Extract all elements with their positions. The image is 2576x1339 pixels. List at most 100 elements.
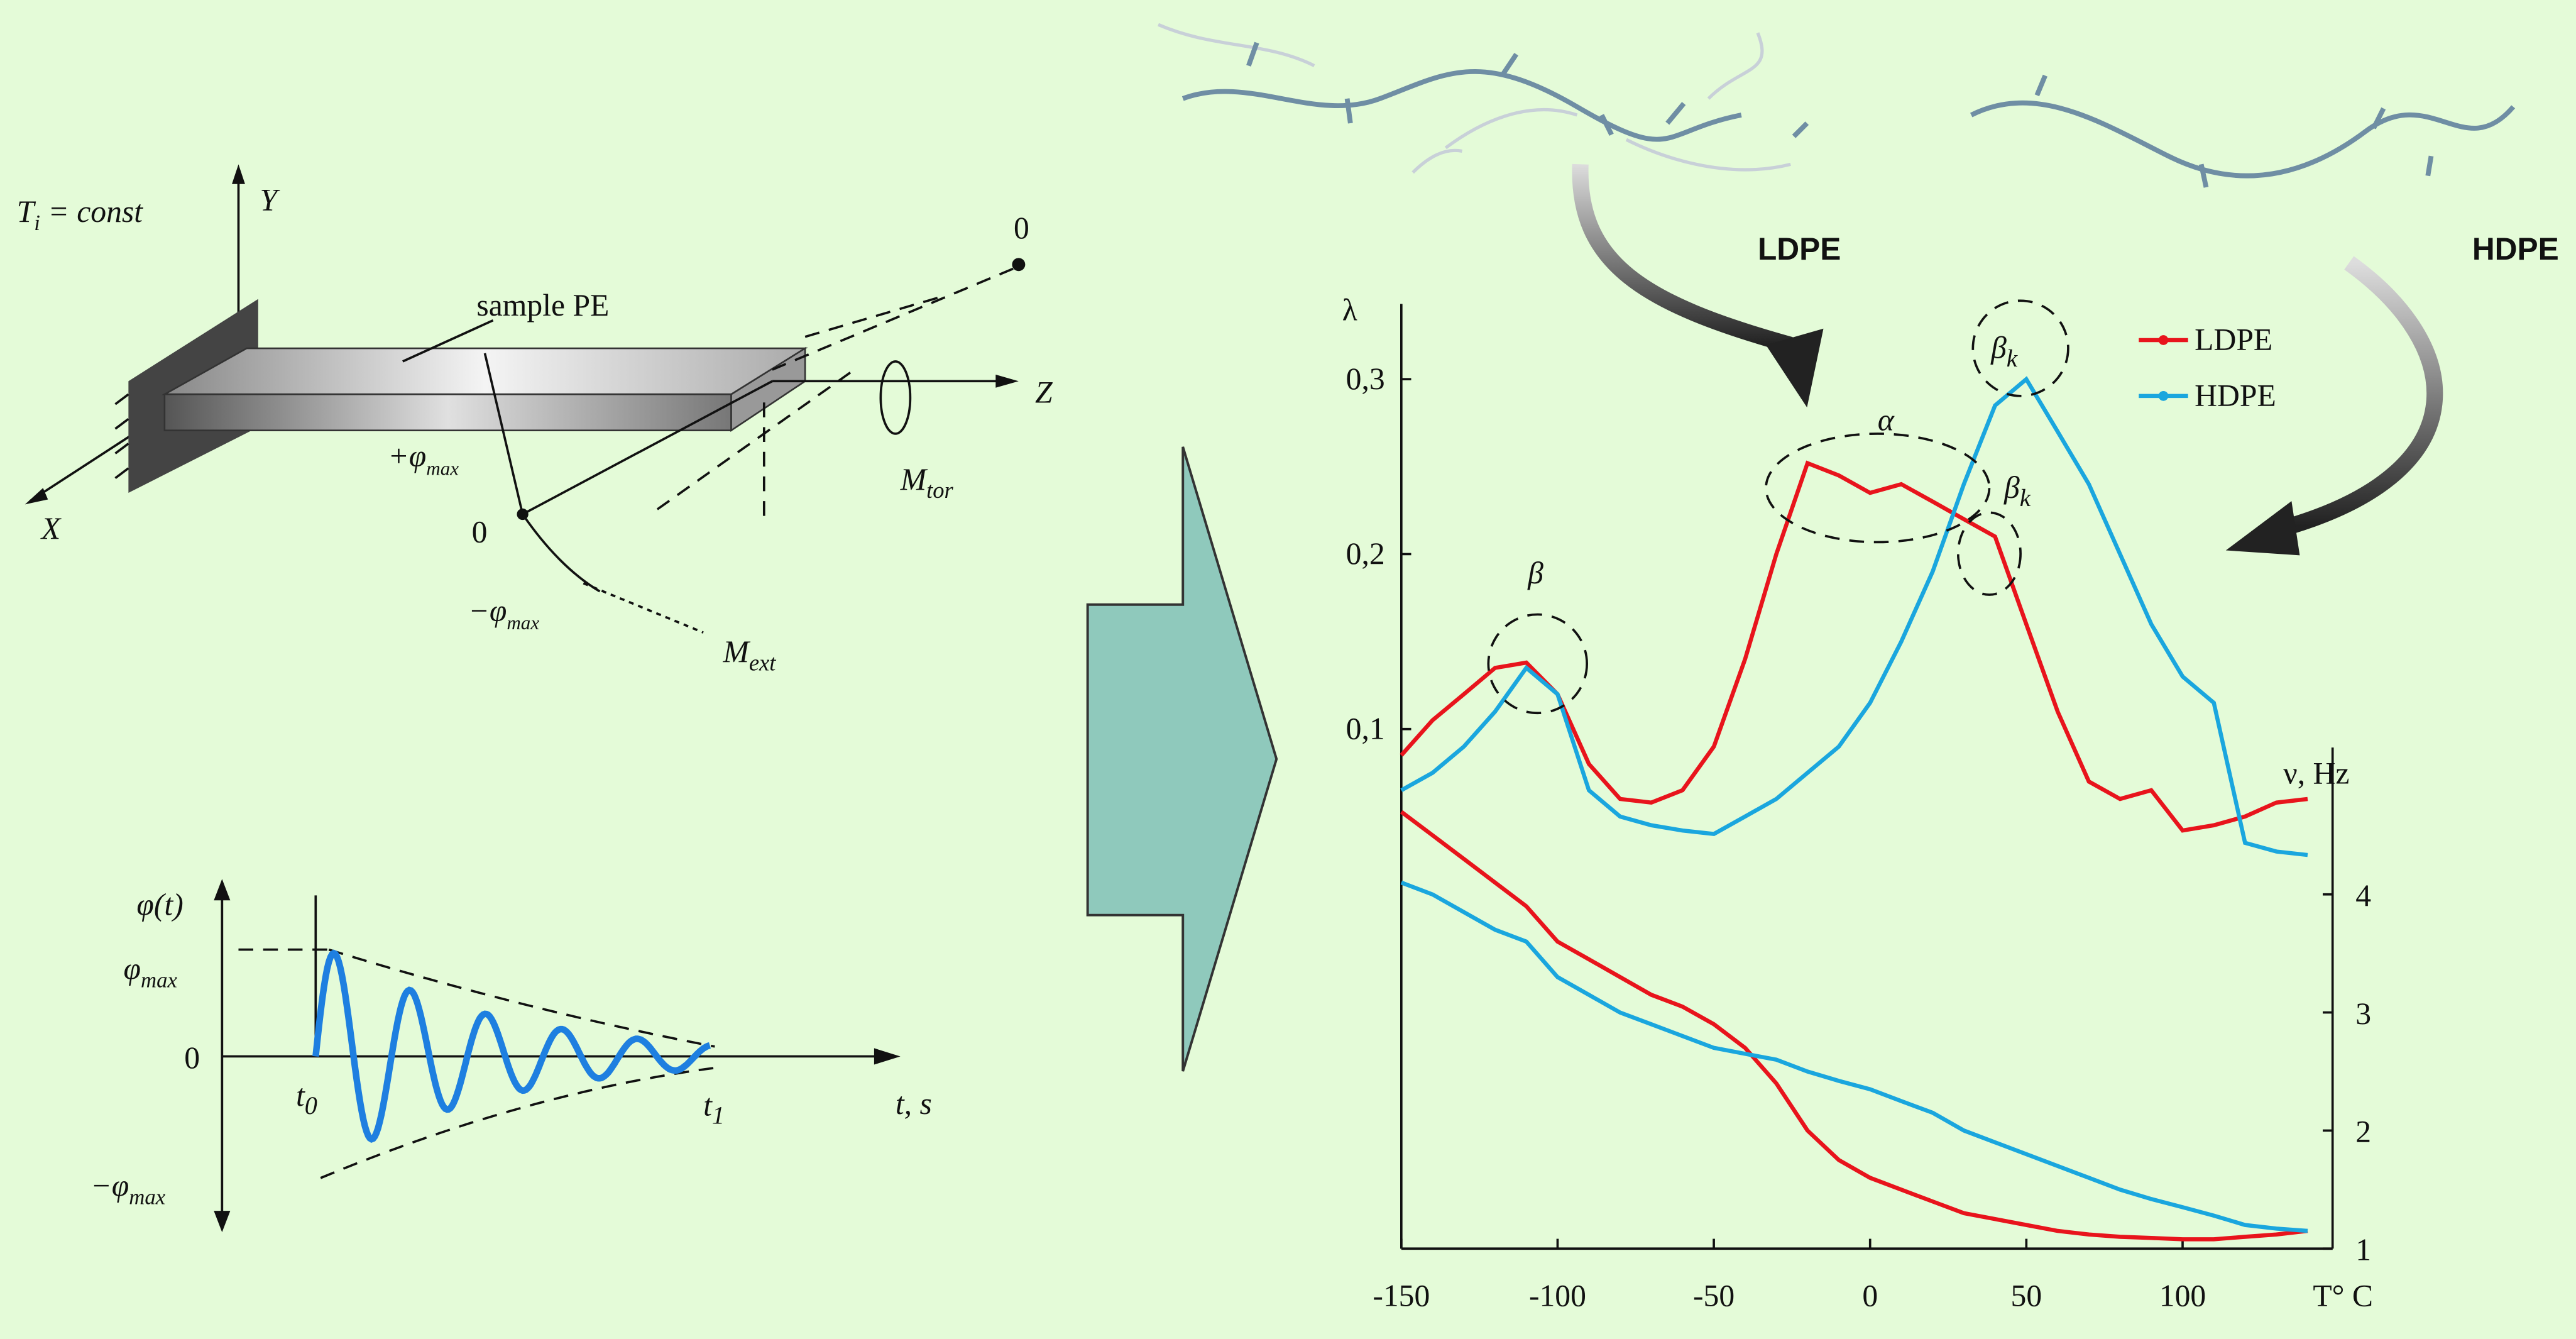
data-line xyxy=(1400,810,2308,1242)
text-sub: max xyxy=(426,457,459,479)
text-base: −φ xyxy=(468,593,507,628)
arrow-head xyxy=(232,164,245,184)
ldpe-branches xyxy=(1158,23,1791,174)
hdpe-chain xyxy=(1970,100,2516,179)
ldpe-side-groups xyxy=(1246,41,1809,138)
peak-circle xyxy=(1487,613,1588,715)
peak-label: α xyxy=(1878,403,1895,438)
x-tick-label: -150 xyxy=(1373,1279,1430,1313)
origin: 0 xyxy=(472,514,488,549)
curved-arrow xyxy=(1572,163,1793,353)
y-tick-label: 0,3 xyxy=(1346,361,1385,396)
text-base: t xyxy=(296,1078,305,1113)
dash-line xyxy=(656,368,855,510)
legend-marker xyxy=(2158,391,2169,401)
chart: -150 -100 -50 0 50 100 0,1 0,2 0,3 1 2 3 4 λ ν, Hz T° C… xyxy=(1342,293,2373,1313)
text-base: −φ xyxy=(90,1169,129,1203)
external-moment-label: Mext xyxy=(722,634,776,675)
peak-circle xyxy=(1971,299,2069,397)
legend-label: LDPE xyxy=(2195,322,2272,357)
phi-max-label: φmax xyxy=(124,952,178,993)
text-base: t xyxy=(703,1088,713,1123)
z-axis-label: Z xyxy=(1035,375,1053,409)
curved-arrow xyxy=(2289,256,2443,534)
sample-label: sample PE xyxy=(476,288,609,322)
minus-phi-max-label: −φmax xyxy=(90,1169,165,1210)
text-sub: k xyxy=(2007,345,2018,372)
dash-line xyxy=(804,294,945,338)
setup-drawing xyxy=(25,164,1026,634)
y-tick-label: 0,2 xyxy=(1346,536,1385,571)
arrow-head xyxy=(25,488,48,505)
arc xyxy=(522,513,601,593)
x-tick-label: -50 xyxy=(1693,1279,1735,1313)
sample-pointer xyxy=(483,353,524,515)
torsion-line xyxy=(522,380,773,515)
y-axis-label: λ xyxy=(1342,293,1357,328)
y-label: φ(t) xyxy=(136,888,183,922)
y2-tick-label: 4 xyxy=(2355,878,2371,913)
arrow-head xyxy=(214,1211,231,1233)
temperature-label: Ti = const xyxy=(17,194,144,235)
t0-label: t0 xyxy=(296,1078,317,1120)
y2-tick-label: 1 xyxy=(2355,1233,2371,1267)
ldpe-label: LDPE xyxy=(1758,231,1841,267)
y2-tick-label: 3 xyxy=(2355,996,2371,1031)
structures: LDPE HDPE xyxy=(1158,23,2559,556)
dash-line xyxy=(772,267,1016,371)
x-tick-label: 0 xyxy=(1862,1279,1878,1313)
peak-label: βk xyxy=(2003,470,2031,512)
moment-arrow xyxy=(583,582,704,634)
text-base: T xyxy=(17,194,36,229)
text-base: M xyxy=(900,462,928,497)
text-sub: i xyxy=(34,211,40,235)
text-sub: k xyxy=(2020,485,2031,512)
ldpe-chain xyxy=(1181,69,1742,142)
big-arrow xyxy=(1086,446,1278,1072)
peak-circle xyxy=(1956,511,2022,596)
arrow-head xyxy=(1766,328,1824,408)
oscillation-curve xyxy=(312,949,711,1143)
x-tick-label: -100 xyxy=(1529,1279,1586,1313)
peak-circle xyxy=(1765,433,1991,544)
arrow-head xyxy=(214,879,231,901)
y2-axis-label: ν, Hz xyxy=(2283,756,2349,791)
origin-top: 0 xyxy=(1014,211,1029,245)
beam-front xyxy=(163,393,732,432)
text-sub: 0 xyxy=(305,1091,317,1120)
x-axis-label: T° C xyxy=(2313,1279,2373,1313)
y2-tick-label: 2 xyxy=(2355,1115,2371,1149)
text-rest: = const xyxy=(40,194,143,229)
legend-marker xyxy=(2158,335,2169,345)
x-axis-label: X xyxy=(40,511,62,546)
text-base: β xyxy=(2003,470,2020,505)
hatch xyxy=(114,393,129,479)
text-sub: ext xyxy=(749,649,776,675)
text-sub: tor xyxy=(926,477,953,503)
hdpe-side-groups xyxy=(2034,74,2434,188)
zero-label: 0 xyxy=(184,1040,200,1075)
legend-label: HDPE xyxy=(2195,378,2276,413)
label-leader xyxy=(402,319,494,363)
x-tick-label: 50 xyxy=(2011,1279,2042,1313)
arrow-head xyxy=(995,374,1019,388)
hdpe-label: HDPE xyxy=(2472,231,2559,267)
torque-arc xyxy=(879,360,912,435)
envelope xyxy=(320,1066,715,1179)
text-sub: max xyxy=(141,968,177,993)
data-line xyxy=(1400,460,2308,833)
text-base: β xyxy=(1990,331,2007,365)
x-tick-label: 100 xyxy=(2159,1279,2206,1313)
text-base: φ xyxy=(124,952,141,986)
point xyxy=(1012,258,1026,272)
text-sub: 1 xyxy=(712,1101,725,1130)
torque-label: Mtor xyxy=(900,462,954,503)
text-sub: max xyxy=(507,612,539,634)
t1-label: t1 xyxy=(703,1088,725,1130)
oscillation-plot xyxy=(214,879,901,1233)
text-sub: max xyxy=(129,1185,165,1210)
arrow-head xyxy=(2225,501,2300,556)
arrow-head xyxy=(874,1048,901,1065)
text-base: +φ xyxy=(388,439,426,473)
